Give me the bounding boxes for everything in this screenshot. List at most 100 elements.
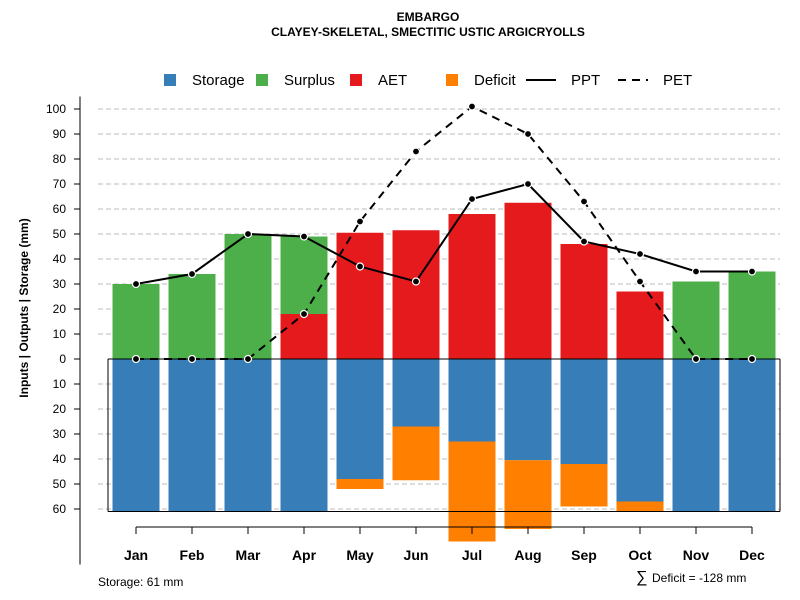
bar-deficit [560,464,608,507]
point-pet [355,217,365,226]
bar-deficit [392,426,440,481]
point-ppt [691,267,701,276]
y-tick-label: 40 [53,452,67,466]
point-pet [523,129,533,139]
y-tick-label: 20 [53,302,67,316]
bar-storage [280,359,328,512]
bar-storage [336,359,384,479]
x-tick-label: Dec [739,547,765,563]
point-ppt [299,232,309,241]
x-tick-label: Jan [124,547,148,563]
series-lines [131,102,757,364]
x-tick-label: Feb [180,547,205,563]
point-pet [299,309,309,319]
point-ppt [467,194,477,204]
legend-swatch [446,74,458,86]
y-tick-label: 30 [53,277,67,291]
x-tick-label: Sep [571,547,597,563]
bar-deficit [504,460,552,529]
y-tick-label: 80 [53,152,67,166]
x-tick-label: Jul [462,547,482,563]
x-tick-label: Mar [236,547,261,563]
point-pet [635,277,645,286]
point-ppt [131,279,141,289]
point-pet [747,354,757,364]
bar-surplus [728,271,776,359]
bar-deficit [616,501,664,512]
point-pet [131,354,141,364]
point-ppt [243,229,253,239]
x-tick-label: Jun [404,547,429,563]
bar-storage [448,359,496,442]
legend-label: PET [663,72,692,89]
y-tick-label: 90 [53,127,67,141]
bar-storage [616,359,664,502]
deficit-note: Deficit = -128 mm [652,571,746,585]
bar-aet [560,244,608,359]
bars [112,202,776,542]
y-tick-label: 10 [53,377,67,391]
bar-storage [112,359,160,512]
legend-label: Deficit [474,72,517,89]
legend-label: Surplus [284,72,335,89]
bar-aet [504,202,552,359]
bar-surplus [280,236,328,314]
bar-surplus [672,281,720,359]
y-tick-label: 10 [53,327,67,341]
bar-surplus [224,234,272,359]
point-ppt [187,269,197,279]
y-tick-label: 40 [53,252,67,266]
chart-title: EMBARGO [397,10,460,24]
y-axis-label: Inputs | Outputs | Storage (mm) [17,218,31,397]
x-tick-label: May [346,547,373,563]
bar-surplus [168,274,216,359]
y-tick-label: 20 [53,402,67,416]
point-pet [243,354,253,364]
y-tick-label: 60 [53,202,67,216]
point-ppt [355,262,365,271]
bar-storage [392,359,440,427]
x-tick-label: Apr [292,547,317,563]
y-tick-label: 60 [53,502,67,516]
point-ppt [579,237,589,246]
y-tick-label: 0 [59,352,66,366]
x-tick-label: Aug [514,547,541,563]
bar-aet [336,232,384,359]
bar-surplus [112,284,160,359]
legend-swatch [350,74,362,86]
storage-note: Storage: 61 mm [98,575,183,589]
legend-label: AET [378,72,407,89]
bar-aet [280,314,328,359]
x-tick-label: Oct [628,547,652,563]
point-pet [187,354,197,364]
line-pet [136,105,752,360]
legend-label: Storage [192,72,245,89]
point-ppt [523,179,533,189]
line-ppt [135,182,752,285]
point-ppt [411,277,421,286]
y-tick-label: 50 [53,477,67,491]
legend-swatch [256,74,268,86]
y-tick-label: 100 [46,102,66,116]
legend: Storage Surplus AET Deficit PPT PET [164,72,692,89]
sum-symbol-icon: ∑ [636,569,647,586]
bar-storage [728,359,776,512]
bar-aet [616,291,664,359]
point-ppt [635,249,645,259]
bar-deficit [336,479,384,489]
y-tick-label: 70 [53,177,67,191]
bar-storage [504,359,552,461]
point-pet [579,197,589,206]
bar-aet [392,230,440,359]
y-tick-label: 50 [53,227,67,241]
x-tick-label: Nov [683,547,710,563]
legend-swatch [164,74,176,86]
point-pet [467,102,477,111]
y-tick-label: 30 [53,427,67,441]
legend-label: PPT [571,72,600,89]
bar-aet [448,214,496,359]
point-pet [411,147,421,156]
point-ppt [747,267,757,276]
